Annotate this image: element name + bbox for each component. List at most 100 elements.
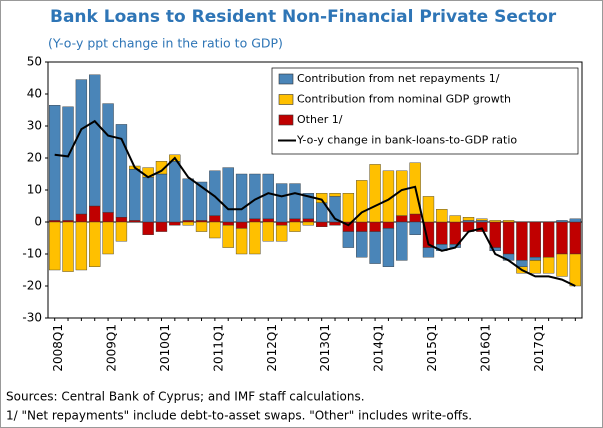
x-tick-label: 2011Q1 bbox=[211, 324, 225, 372]
y-tick-label: 20 bbox=[27, 151, 42, 165]
legend-label: Contribution from nominal GDP growth bbox=[297, 93, 511, 106]
y-tick-label: -30 bbox=[22, 311, 42, 325]
bar bbox=[142, 176, 154, 223]
bar bbox=[182, 221, 194, 226]
legend-swatch bbox=[278, 94, 294, 105]
bar bbox=[195, 220, 208, 223]
bar bbox=[569, 218, 581, 223]
bar bbox=[302, 221, 314, 226]
bar bbox=[569, 253, 581, 287]
bar bbox=[235, 228, 248, 255]
bar bbox=[302, 192, 314, 219]
x-tick-label: 2016Q1 bbox=[478, 324, 492, 372]
bar bbox=[222, 224, 234, 248]
bar bbox=[489, 247, 501, 252]
bar bbox=[249, 173, 261, 219]
bar bbox=[436, 221, 448, 245]
bar bbox=[75, 79, 88, 215]
bar bbox=[169, 221, 181, 226]
note: Sources: Central Bank of Cyprus; and IMF… bbox=[6, 390, 365, 404]
bar bbox=[129, 168, 141, 221]
bar bbox=[356, 221, 368, 232]
bar bbox=[489, 220, 501, 223]
bar bbox=[556, 221, 568, 255]
note: 1/ "Net repayments" include debt-to-asse… bbox=[6, 409, 472, 423]
bar bbox=[222, 221, 234, 226]
bar bbox=[62, 221, 74, 272]
y-tick-label: 40 bbox=[27, 87, 42, 101]
bar bbox=[502, 220, 515, 223]
bar bbox=[342, 192, 355, 223]
bar bbox=[115, 216, 128, 223]
bar bbox=[222, 167, 234, 223]
bar bbox=[89, 74, 101, 207]
bar bbox=[449, 215, 461, 223]
x-tick-label: 2010Q1 bbox=[158, 324, 172, 372]
x-tick-label: 2008Q1 bbox=[51, 324, 65, 372]
x-tick-label: 2012Q1 bbox=[265, 324, 279, 372]
bar bbox=[542, 257, 555, 274]
bar bbox=[75, 213, 88, 223]
y-tick-label: 0 bbox=[34, 215, 42, 229]
bar bbox=[195, 181, 208, 221]
bar bbox=[102, 103, 114, 213]
bar bbox=[142, 221, 154, 236]
bar bbox=[409, 221, 421, 236]
bar bbox=[369, 164, 381, 223]
bar bbox=[49, 220, 61, 223]
bar bbox=[289, 183, 301, 220]
y-tick-label: -20 bbox=[22, 279, 42, 293]
bar bbox=[275, 221, 288, 226]
bar bbox=[529, 260, 541, 274]
bar bbox=[262, 221, 274, 242]
bar bbox=[556, 253, 568, 277]
bar bbox=[396, 221, 408, 261]
bar bbox=[62, 220, 74, 223]
bar bbox=[449, 221, 461, 245]
bar bbox=[356, 180, 368, 223]
bar bbox=[235, 173, 248, 223]
bar bbox=[102, 221, 114, 255]
bar bbox=[382, 221, 395, 229]
bar bbox=[275, 183, 288, 223]
legend-label: Y-o-y change in bank-loans-to-GDP ratio bbox=[296, 134, 517, 147]
bar bbox=[289, 218, 301, 223]
bar bbox=[49, 221, 61, 271]
chart-title: Bank Loans to Resident Non-Financial Pri… bbox=[50, 7, 557, 27]
bar bbox=[75, 221, 88, 271]
y-tick-label: 10 bbox=[27, 183, 42, 197]
bar bbox=[289, 221, 301, 232]
bar bbox=[369, 231, 381, 264]
bar bbox=[422, 196, 435, 223]
bar bbox=[329, 192, 341, 197]
x-tick-label: 2013Q1 bbox=[318, 324, 332, 372]
bar bbox=[262, 218, 274, 223]
bar bbox=[155, 221, 168, 232]
bar bbox=[209, 215, 221, 223]
bar bbox=[476, 218, 488, 221]
y-tick-label: 30 bbox=[27, 119, 42, 133]
line bbox=[54, 119, 576, 287]
bar bbox=[115, 124, 128, 218]
legend-swatch bbox=[278, 73, 294, 85]
bar bbox=[275, 224, 288, 242]
x-tick-label: 2009Q1 bbox=[105, 324, 119, 372]
bar bbox=[329, 221, 341, 226]
bar bbox=[476, 220, 488, 223]
x-tick-label: 2015Q1 bbox=[425, 324, 439, 372]
bar bbox=[155, 160, 168, 175]
bar bbox=[209, 221, 221, 239]
bar bbox=[235, 221, 248, 229]
bar bbox=[342, 231, 355, 248]
bar bbox=[369, 221, 381, 232]
legend-label: Other 1/ bbox=[297, 113, 343, 126]
x-tick-label: 2014Q1 bbox=[372, 324, 386, 372]
bar bbox=[462, 216, 475, 221]
bar bbox=[262, 173, 274, 219]
bar bbox=[195, 221, 208, 232]
bar bbox=[155, 173, 168, 223]
bar bbox=[382, 228, 395, 267]
bar bbox=[516, 221, 528, 261]
legend-swatch bbox=[278, 114, 294, 126]
